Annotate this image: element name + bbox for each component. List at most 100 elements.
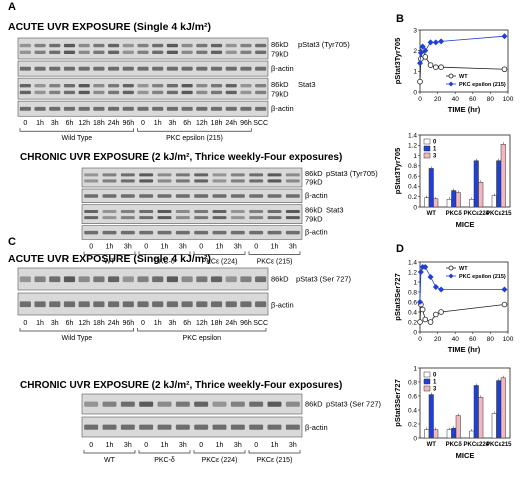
- c-chronic-group-bracket: [138, 450, 191, 454]
- a-chronic-kd-label: 79kD: [305, 214, 323, 223]
- chart-b-lower-y-tick-label: 1.4: [408, 132, 417, 139]
- a-acute-band: [196, 84, 208, 88]
- a-chronic-group-label: WT: [104, 258, 116, 265]
- a-acute-band: [255, 106, 267, 111]
- chart-b-lower-category-label: PKCδ: [446, 211, 463, 217]
- c-acute-lane-label: 24h: [108, 320, 120, 327]
- a-acute-lane-label: SCC: [253, 120, 268, 127]
- c-acute-band: [19, 301, 31, 308]
- c-acute-band: [93, 301, 105, 308]
- c-acute-band: [137, 276, 149, 283]
- c-acute-band: [152, 276, 164, 283]
- a-chronic-band: [139, 179, 154, 183]
- a-chronic-band: [139, 216, 154, 220]
- c-chronic-lane-label: 0: [144, 442, 148, 449]
- a-chronic-band: [285, 179, 300, 183]
- c-chronic-lane-label: 0: [199, 442, 203, 449]
- c-acute-lane-label: 12h: [78, 320, 90, 327]
- a-acute-band: [166, 66, 178, 71]
- chart-b-point: [501, 66, 508, 73]
- chart-b-point: [427, 39, 434, 46]
- c-chronic-group-label: PKC-δ: [154, 457, 175, 464]
- a-chronic-group-bracket: [138, 251, 191, 255]
- chart-b-point: [417, 60, 423, 67]
- panel-label-d: D: [396, 243, 404, 255]
- chart-d-lower-y-tick-label: 0.4: [408, 407, 417, 414]
- c-chronic-lane-label: 3h: [124, 442, 132, 449]
- a-chronic-band: [267, 210, 282, 214]
- c-chronic-band: [230, 401, 245, 407]
- c-acute-band: [122, 301, 134, 308]
- c-acute-band: [137, 301, 149, 308]
- chart-b-lower-y-tick-label: 0.4: [408, 184, 417, 191]
- chart-d-point: [501, 301, 508, 308]
- chart-b-lower-legend-label: 1: [433, 147, 437, 153]
- a-acute-band: [93, 90, 105, 95]
- a-chronic-band: [157, 173, 172, 177]
- a-chronic-lane-label: 0: [199, 243, 203, 250]
- a-chronic-kd-label: 86kD: [305, 169, 323, 178]
- a-chronic-band: [84, 194, 99, 198]
- c-acute-band: [108, 276, 120, 283]
- chart-b-lower-y-axis-label: pStat3Tyr705: [393, 148, 402, 195]
- chart-d-y-axis-label: pStat3Ser727: [393, 273, 402, 321]
- c-chronic-lane-label: 1h: [216, 442, 224, 449]
- a-acute-band: [49, 106, 61, 111]
- chart-b-lower-bar: [428, 168, 434, 208]
- panel-a-acute-title: ACUTE UVR EXPOSURE (Single 4 kJ/m²): [8, 21, 211, 33]
- chart-b-lower-y-tick-label: 0: [413, 204, 417, 211]
- a-acute-band: [181, 50, 193, 54]
- a-acute-lane-label: 6h: [66, 120, 74, 127]
- a-chronic-band: [139, 230, 154, 235]
- a-acute-band: [166, 50, 178, 54]
- chart-b-point: [433, 64, 439, 70]
- c-acute-band: [181, 276, 193, 283]
- a-chronic-band: [175, 216, 190, 220]
- a-chronic-group-label: PKC-δ: [154, 258, 175, 265]
- a-acute-group-bracket: [19, 128, 134, 132]
- a-acute-band: [34, 106, 46, 111]
- a-acute-band: [63, 43, 76, 48]
- a-chronic-band: [267, 173, 282, 177]
- chart-b-lower-legend-swatch: [423, 145, 431, 152]
- chart-d-lower-bar: [428, 394, 434, 439]
- a-acute-band: [78, 90, 90, 95]
- c-acute-band: [255, 301, 267, 308]
- a-chronic-band: [175, 230, 190, 235]
- a-acute-band: [255, 50, 267, 54]
- chart-b-y-tick-label: 0: [413, 89, 417, 96]
- chart-d-x-tick-label: 80: [487, 336, 495, 343]
- c-chronic-antibody-label: pStat3 (Ser 727): [326, 399, 382, 408]
- chart-d-lower-legend-swatch: [423, 385, 431, 392]
- a-chronic-group-bracket: [83, 251, 136, 255]
- chart-d-lower-category-label: PKCε215: [486, 442, 512, 448]
- a-chronic-band: [285, 173, 300, 177]
- chart-b-y-tick-label: 3: [413, 27, 417, 34]
- a-chronic-lane-label: 1h: [216, 243, 224, 250]
- c-chronic-band: [285, 401, 300, 407]
- chart-b-lower-category-label: PKCε224: [463, 211, 489, 217]
- a-acute-lane-label: 12h: [78, 120, 90, 127]
- a-chronic-band: [249, 194, 264, 198]
- chart-b-x-tick-label: 20: [434, 96, 442, 103]
- a-acute-lane-label: 96h: [122, 120, 134, 127]
- a-acute-kd-label: 86kD: [271, 40, 289, 49]
- chart-b-lower-category-label: WT: [427, 211, 437, 217]
- a-acute-band: [122, 90, 134, 95]
- c-acute-band: [166, 301, 178, 308]
- c-chronic-band: [230, 424, 245, 430]
- a-acute-band: [34, 50, 46, 54]
- a-acute-band: [210, 66, 223, 71]
- a-chronic-band: [194, 216, 209, 220]
- a-acute-band: [93, 84, 105, 88]
- chart-b-lower-legend-label: 3: [433, 154, 437, 160]
- c-chronic-band: [157, 401, 172, 407]
- a-acute-lane-label: 24h: [225, 120, 237, 127]
- chart-b-lower-bar: [500, 144, 506, 208]
- a-chronic-band: [212, 216, 227, 220]
- a-acute-group-bracket: [137, 128, 252, 132]
- a-acute-band: [78, 50, 90, 54]
- a-acute-band: [166, 43, 178, 48]
- a-acute-band: [152, 43, 164, 48]
- chart-b-lower-y-tick-label: 0.2: [408, 194, 417, 201]
